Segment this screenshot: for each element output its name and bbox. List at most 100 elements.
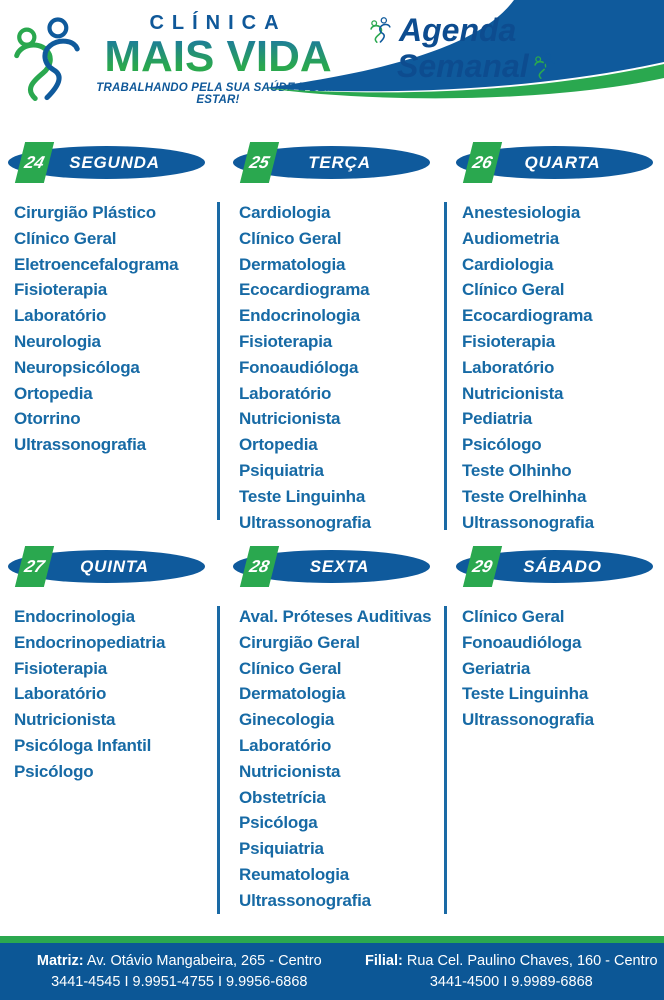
footer-contact-bar: Matriz: Av. Otávio Mangabeira, 265 - Cen… xyxy=(0,936,664,1000)
specialty-item: Obstetrícia xyxy=(239,787,326,807)
specialty-item: Teste Olhinho xyxy=(462,460,572,480)
day-header: 29 SÁBADO xyxy=(456,546,653,587)
page-title: Agenda Semanal xyxy=(335,12,585,84)
specialty-item: Ultrassonografia xyxy=(462,512,594,532)
matriz-label: Matriz: xyxy=(36,952,84,969)
specialty-item: Reumatologia xyxy=(239,864,350,884)
day-section-sexta: 28 SEXTA Aval. Próteses Auditivas Cirurgi… xyxy=(233,546,445,914)
matriz-address-line: Matriz: Av. Otávio Mangabeira, 265 - Cen… xyxy=(0,951,359,972)
specialty-item: Ecocardiograma xyxy=(239,280,370,300)
specialty-item: Psicólogo xyxy=(14,761,94,781)
specialty-list: Anestesiologia Audiometria Cardiologia Clín… xyxy=(462,200,664,535)
specialty-item: Anestesiologia xyxy=(462,203,581,222)
day-section-terca: 25 TERÇA Cardiologia Clínico Geral Dermato… xyxy=(233,142,445,535)
specialty-item: Dermatologia xyxy=(239,254,346,274)
specialty-item: Clínico Geral xyxy=(239,658,342,678)
specialty-item: Psiquiatria xyxy=(239,839,324,859)
specialty-item: Fisioterapia xyxy=(14,658,108,678)
specialty-item: Nutricionista xyxy=(462,383,564,403)
specialty-item: Fonoaudióloga xyxy=(462,632,582,652)
day-name: TERÇA xyxy=(308,153,371,172)
specialty-item: Ginecologia xyxy=(239,710,335,730)
specialty-item: Fonoaudióloga xyxy=(239,357,359,377)
day-section-segunda: 24 SEGUNDA Cirurgião Plástico Clínico Ger… xyxy=(8,142,220,458)
specialty-item: Eletroencefalograma xyxy=(14,254,179,274)
header-swoosh-decoration xyxy=(264,0,664,99)
day-header: 24 SEGUNDA xyxy=(8,142,205,183)
specialty-item: Psicóloga Infantil xyxy=(14,735,152,755)
specialty-list: Endocrinologia Endocrinopediatria Fisioter… xyxy=(14,604,220,785)
specialty-item: Ortopedia xyxy=(239,435,318,455)
day-section-quarta: 26 QUARTA Anestesiologia Audiometria Cardi… xyxy=(456,142,664,535)
specialty-item: Cirurgião Plástico xyxy=(14,203,156,222)
specialty-item: Clínico Geral xyxy=(462,607,565,626)
specialty-item: Otorrino xyxy=(14,409,81,429)
specialty-item: Nutricionista xyxy=(239,409,341,429)
specialty-item: Ultrassonografia xyxy=(462,710,594,730)
filial-address: Rua Cel. Paulino Chaves, 160 - Centro xyxy=(406,952,658,969)
specialty-item: Endocrinologia xyxy=(239,306,360,326)
specialty-item: Laboratório xyxy=(239,735,332,755)
specialty-list: Cardiologia Clínico Geral Dermatologia Ecoc… xyxy=(239,200,445,535)
day-section-sabado: 29 SÁBADO Clínico Geral Fonoaudióloga Geri… xyxy=(456,546,664,733)
specialty-item: Ultrassonografia xyxy=(239,890,371,910)
specialty-item: Teste Linguinha xyxy=(239,486,366,506)
specialty-item: Laboratório xyxy=(462,357,555,377)
specialty-item: Pediatria xyxy=(462,409,533,429)
day-name: SEXTA xyxy=(309,557,370,576)
page-title-line1: Agenda xyxy=(399,12,517,48)
day-name: QUINTA xyxy=(80,557,149,576)
column-divider xyxy=(217,202,220,520)
column-divider xyxy=(444,202,447,530)
specialty-item: Teste Linguinha xyxy=(462,684,589,704)
specialty-item: Cirurgião Geral xyxy=(239,632,360,652)
matriz-address: Av. Otávio Mangabeira, 265 - Centro xyxy=(86,952,322,969)
specialty-item: Laboratório xyxy=(239,383,332,403)
specialty-item: Aval. Próteses Auditivas xyxy=(239,607,432,626)
filial-address-line: Filial: Rua Cel. Paulino Chaves, 160 - C… xyxy=(359,951,664,972)
two-people-heart-icon xyxy=(10,13,94,105)
specialty-item: Fisioterapia xyxy=(14,280,108,300)
specialty-item: Geriatria xyxy=(462,658,531,678)
filial-phones: 3441-4500 I 9.9989-6868 xyxy=(429,973,593,990)
filial-contact: Filial: Rua Cel. Paulino Chaves, 160 - C… xyxy=(359,943,664,1000)
specialty-list: Aval. Próteses Auditivas Cirurgião Geral C… xyxy=(239,604,445,914)
specialty-item: Psicóloga xyxy=(239,813,318,833)
page-title-line2: Semanal xyxy=(397,48,529,84)
day-name: SÁBADO xyxy=(523,557,602,576)
specialty-item: Ecocardiograma xyxy=(462,306,593,326)
specialty-item: Neuropsicóloga xyxy=(14,357,140,377)
day-header: 25 TERÇA xyxy=(233,142,430,183)
specialty-item: Psicólogo xyxy=(462,435,542,455)
matriz-contact: Matriz: Av. Otávio Mangabeira, 265 - Cen… xyxy=(0,943,359,1000)
specialty-item: Laboratório xyxy=(14,684,107,704)
clinic-tagline: TRABALHANDO PELA SUA SAÚDE E BEM-ESTAR! xyxy=(96,82,340,106)
specialty-item: Clínico Geral xyxy=(239,228,342,248)
specialty-item: Cardiologia xyxy=(239,203,331,222)
clinic-name: MAIS VIDA xyxy=(96,35,340,79)
specialty-item: Endocrinologia xyxy=(14,607,135,626)
day-section-quinta: 27 QUINTA Endocrinologia Endocrinopediatr… xyxy=(8,546,220,785)
specialty-item: Neurologia xyxy=(14,331,101,351)
day-header: 26 QUARTA xyxy=(456,142,653,183)
specialty-list: Clínico Geral Fonoaudióloga Geriatria Teste… xyxy=(462,604,664,733)
specialty-item: Ultrassonografia xyxy=(239,512,371,532)
day-name: QUARTA xyxy=(524,153,601,172)
day-header: 27 QUINTA xyxy=(8,546,205,587)
specialty-item: Fisioterapia xyxy=(239,331,333,351)
specialty-item: Dermatologia xyxy=(239,684,346,704)
specialty-item: Laboratório xyxy=(14,306,107,326)
day-header: 28 SEXTA xyxy=(233,546,430,587)
clinic-logo: CLÍNICA MAIS VIDA TRABALHANDO PELA SUA S… xyxy=(10,12,340,106)
specialty-item: Cardiologia xyxy=(462,254,554,274)
specialty-item: Audiometria xyxy=(462,228,559,248)
specialty-item: Ortopedia xyxy=(14,383,93,403)
specialty-item: Psiquiatria xyxy=(239,460,324,480)
specialty-item: Nutricionista xyxy=(14,710,116,730)
specialty-item: Endocrinopediatria xyxy=(14,632,166,652)
specialty-item: Clínico Geral xyxy=(14,228,117,248)
specialty-item: Nutricionista xyxy=(239,761,341,781)
day-name: SEGUNDA xyxy=(69,153,160,172)
specialty-list: Cirurgião Plástico Clínico Geral Eletroenc… xyxy=(14,200,220,458)
matriz-phones: 3441-4545 I 9.9951-4755 I 9.9956-6868 xyxy=(51,973,308,990)
